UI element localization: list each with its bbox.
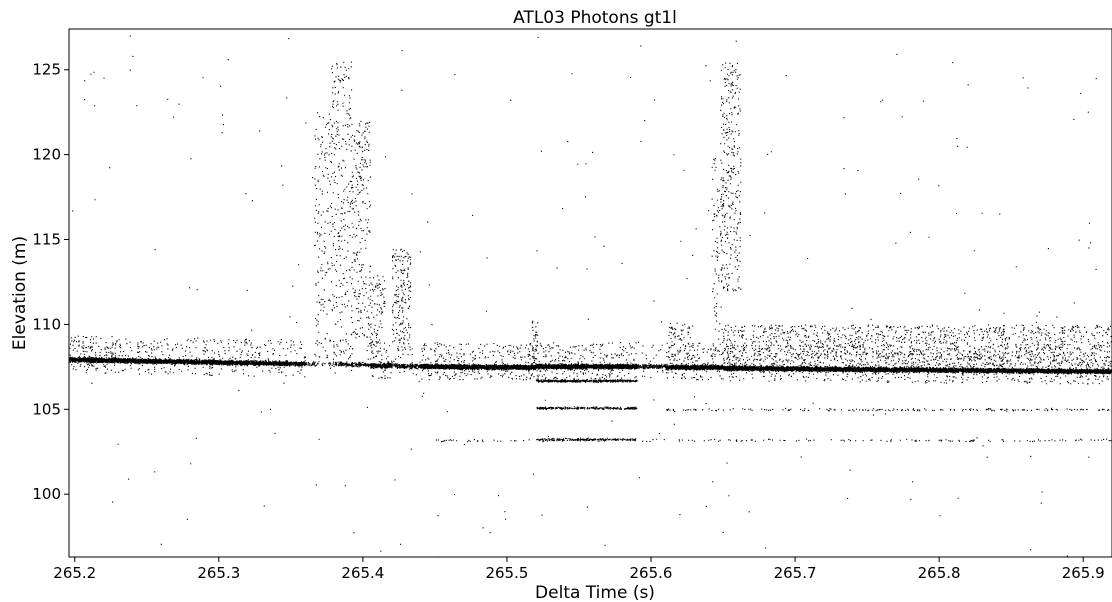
x-tick-label: 265.5 — [485, 564, 528, 582]
x-tick-label: 265.3 — [197, 564, 240, 582]
y-tick-label: 105 — [32, 400, 61, 418]
x-axis-label: Delta Time (s) — [535, 583, 655, 602]
y-axis: 100 105 110 115 120 125 — [32, 61, 69, 503]
y-tick-label: 115 — [32, 231, 61, 249]
x-tick-label: 265.7 — [774, 564, 817, 582]
photon-marks — [69, 35, 1112, 558]
y-tick-label: 110 — [32, 315, 61, 333]
x-tick-label: 265.6 — [630, 564, 673, 582]
x-tick-label: 265.4 — [341, 564, 384, 582]
photon-points — [69, 35, 1112, 558]
chart-title: ATL03 Photons gt1l — [513, 8, 677, 28]
y-tick-label: 125 — [32, 61, 61, 79]
plot-frame — [68, 28, 1112, 558]
x-tick-label: 265.2 — [53, 564, 96, 582]
y-axis-label: Elevation (m) — [10, 236, 30, 350]
x-tick-label: 265.9 — [1062, 564, 1105, 582]
y-tick-label: 120 — [32, 146, 61, 164]
y-tick-label: 100 — [32, 485, 61, 503]
x-tick-label: 265.8 — [918, 564, 961, 582]
x-axis: 265.2 265.3 265.4 265.5 265.6 265.7 265.8 265.9 — [53, 557, 1105, 582]
